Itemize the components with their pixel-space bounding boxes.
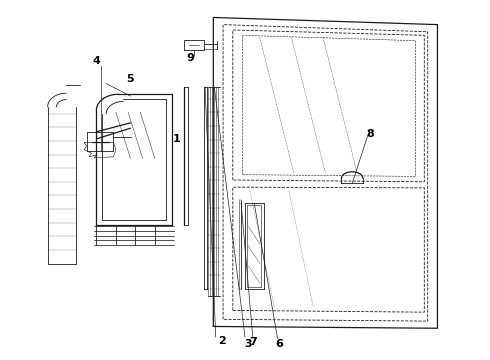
Text: 2: 2 (218, 337, 225, 346)
Text: 6: 6 (275, 339, 283, 348)
Text: 7: 7 (249, 337, 257, 347)
Text: 1: 1 (173, 134, 181, 144)
Text: 9: 9 (187, 53, 195, 63)
Text: 3: 3 (245, 339, 252, 349)
Text: 4: 4 (93, 57, 100, 66)
Text: 8: 8 (367, 129, 374, 139)
Text: 5: 5 (126, 74, 133, 84)
